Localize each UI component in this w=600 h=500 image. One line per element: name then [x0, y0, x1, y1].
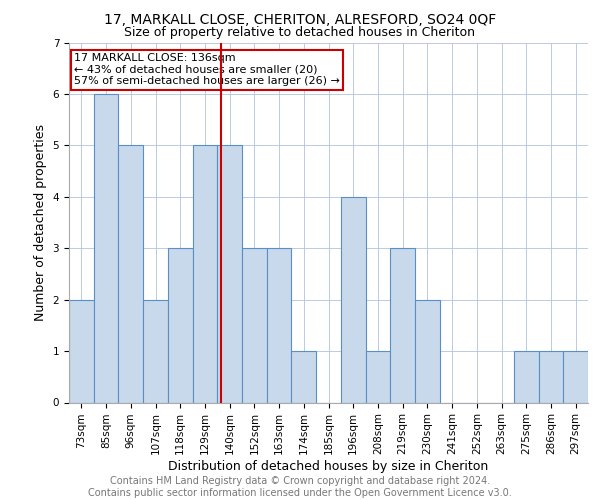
Bar	[94, 94, 118, 402]
Bar	[292, 351, 316, 403]
Bar	[341, 197, 365, 402]
Bar	[69, 300, 94, 403]
Text: Size of property relative to detached houses in Cheriton: Size of property relative to detached ho…	[125, 26, 476, 39]
Bar	[365, 351, 390, 403]
Text: Contains HM Land Registry data © Crown copyright and database right 2024.
Contai: Contains HM Land Registry data © Crown c…	[88, 476, 512, 498]
Bar	[390, 248, 415, 402]
Y-axis label: Number of detached properties: Number of detached properties	[34, 124, 47, 321]
Bar	[168, 248, 193, 402]
X-axis label: Distribution of detached houses by size in Cheriton: Distribution of detached houses by size …	[169, 460, 488, 473]
Bar	[193, 146, 217, 402]
Bar	[143, 300, 168, 403]
Text: 17, MARKALL CLOSE, CHERITON, ALRESFORD, SO24 0QF: 17, MARKALL CLOSE, CHERITON, ALRESFORD, …	[104, 12, 496, 26]
Bar	[563, 351, 588, 403]
Bar	[217, 146, 242, 402]
Bar	[118, 146, 143, 402]
Bar	[415, 300, 440, 403]
Text: 17 MARKALL CLOSE: 136sqm
← 43% of detached houses are smaller (20)
57% of semi-d: 17 MARKALL CLOSE: 136sqm ← 43% of detach…	[74, 54, 340, 86]
Bar	[267, 248, 292, 402]
Bar	[242, 248, 267, 402]
Bar	[514, 351, 539, 403]
Bar	[539, 351, 563, 403]
